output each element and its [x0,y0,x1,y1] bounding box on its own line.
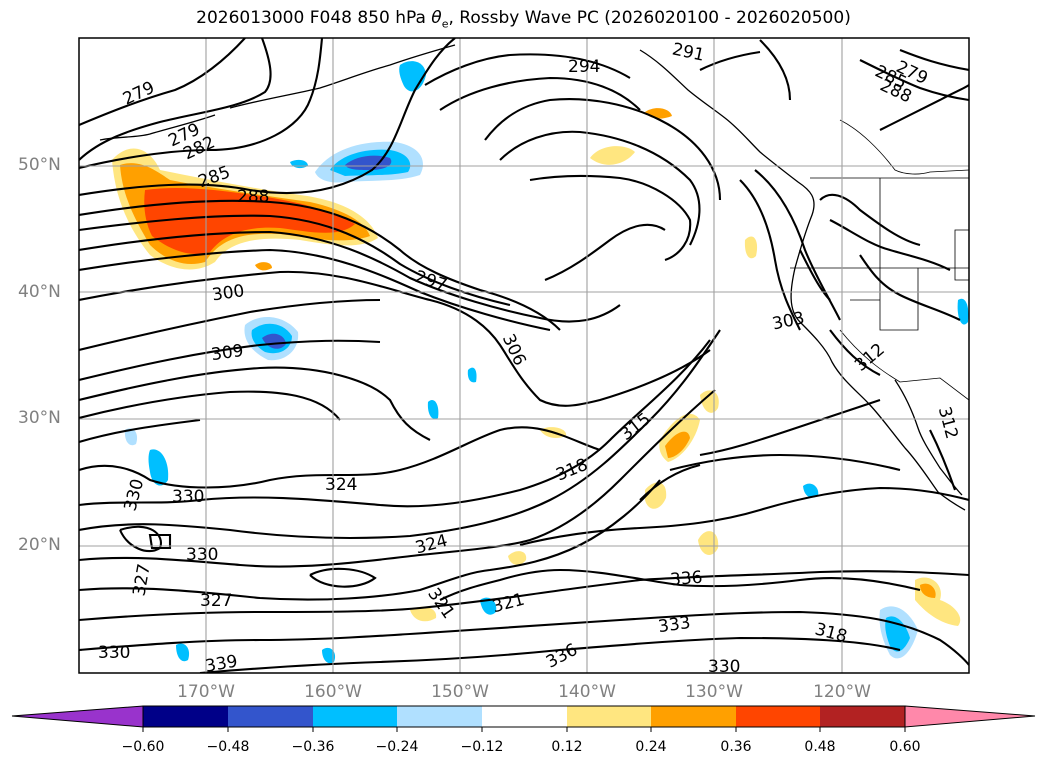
lat-label: 40°N [18,282,61,302]
colorbar-bin [482,706,567,727]
contour-label: 333 [657,613,692,637]
map-gridlines [79,38,969,673]
contour-label: 327 [200,591,232,611]
map-border [78,37,970,674]
colorbar-bin [820,706,905,727]
lat-label: 20°N [18,535,61,555]
colorbar-extend-high [904,705,1036,728]
colorbar-bin [651,706,736,727]
colorbar-bin [567,706,651,727]
colorbar-bin [313,706,397,727]
contour-label: 300 [211,281,246,305]
contour-label: 288 [237,187,269,207]
colorbar-bin [397,706,482,727]
colorbar-tick-label: 0.12 [551,739,583,755]
lat-label: 30°N [18,408,61,428]
contour-label: 330 [186,545,218,565]
contour-label: 330 [172,487,204,507]
colorbar-tick-label: −0.60 [121,739,165,755]
colorbar-bin [143,706,228,727]
colorbar [11,705,1036,732]
political-borders [790,119,969,401]
contour-label: 324 [325,475,357,495]
theta-e-contours [79,38,969,673]
colorbar-tick-label: −0.36 [291,739,335,755]
colorbar-tick-label: −0.24 [375,739,419,755]
lon-label: 150°W [431,682,489,702]
colorbar-tick-label: 0.36 [720,739,752,755]
contour-label: 309 [210,341,245,365]
colorbar-tick-label: 0.48 [804,739,836,755]
lon-label: 160°W [304,682,362,702]
colorbar-bin [736,706,820,727]
map-title: 2026013000 F048 850 hPa θe, Rossby Wave … [196,8,851,31]
lat-label: 50°N [18,155,61,175]
contour-label: 336 [669,568,703,591]
lon-label: 170°W [177,682,235,702]
positive-anomaly-shading [112,108,961,626]
colorbar-tick-label: −0.12 [460,739,504,755]
lon-label: 140°W [558,682,616,702]
colorbar-tick-label: 0.24 [635,739,667,755]
contour-label: 339 [204,651,239,676]
contour-label: 330 [708,657,740,677]
lon-label: 120°W [813,682,871,702]
colorbar-bin [228,706,313,727]
contour-label: 294 [568,57,600,77]
colorbar-outline [142,705,906,728]
colorbar-tick-label: −0.48 [206,739,250,755]
colorbar-tick-label: 0.60 [889,739,921,755]
lon-label: 130°W [685,682,743,702]
contour-label: 330 [98,643,130,663]
colorbar-extend-low [11,705,144,728]
